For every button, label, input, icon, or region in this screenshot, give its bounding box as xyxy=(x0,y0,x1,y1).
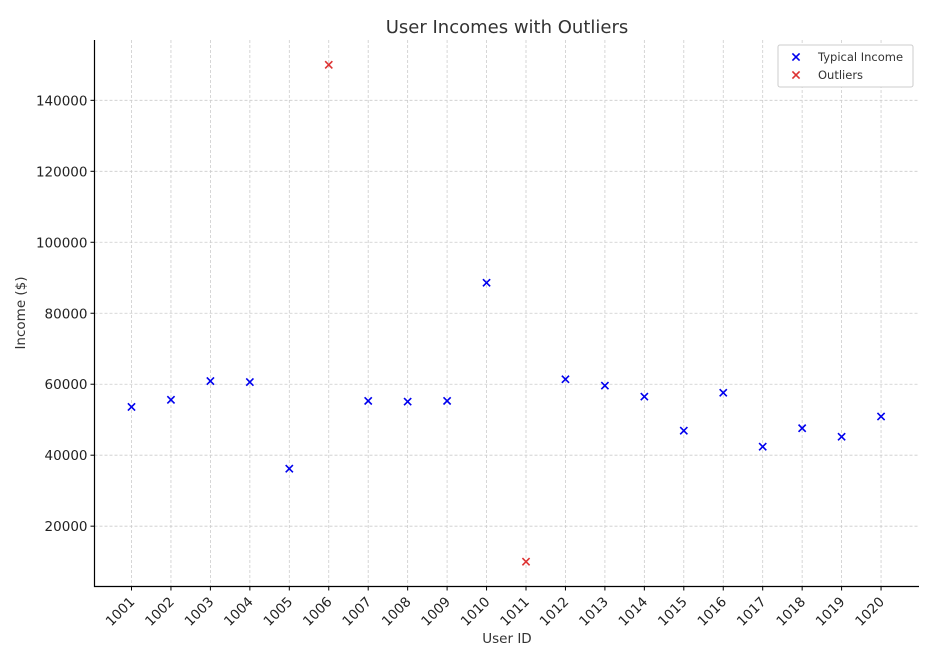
legend-entry: Outliers xyxy=(791,68,863,82)
data-point xyxy=(285,464,294,473)
y-tick-label: 140000 xyxy=(36,93,88,109)
x-tick-label: 1018 xyxy=(773,594,809,630)
data-point xyxy=(876,412,886,421)
y-axis-ticks: 20000 40000 60000 80000 100000 120000 140000 xyxy=(36,93,95,535)
chart-title: User Incomes with Outliers xyxy=(386,17,628,38)
x-tick-label: 1003 xyxy=(182,594,218,630)
data-point xyxy=(206,376,215,386)
data-point xyxy=(166,395,176,405)
data-point xyxy=(640,392,649,401)
y-tick-label: 60000 xyxy=(45,377,88,393)
x-tick-label: 1014 xyxy=(616,594,652,630)
y-tick-label: 120000 xyxy=(36,164,88,180)
data-point xyxy=(482,278,491,287)
x-tick-label: 1015 xyxy=(655,594,691,630)
legend: Typical Income Outliers xyxy=(777,44,914,88)
data-point xyxy=(797,424,807,433)
axes-spines xyxy=(93,40,919,588)
x-tick-label: 1017 xyxy=(734,594,770,630)
x-tick-label: 1016 xyxy=(694,594,730,630)
legend-label: Typical Income xyxy=(817,50,903,64)
x-tick-label: 1001 xyxy=(103,594,139,630)
data-point xyxy=(561,375,570,384)
grid xyxy=(94,40,919,587)
data-point xyxy=(837,432,846,441)
legend-entry: Typical Income xyxy=(791,50,903,64)
x-tick-label: 1006 xyxy=(300,594,336,630)
x-tick-label: 1019 xyxy=(813,594,849,630)
y-tick-label: 80000 xyxy=(45,306,88,322)
data-point xyxy=(442,396,452,406)
x-tick-label: 1020 xyxy=(852,594,888,630)
legend-marker xyxy=(791,70,801,80)
data-point xyxy=(719,388,728,397)
legend-marker xyxy=(791,52,801,62)
x-tick-label: 1011 xyxy=(497,594,533,630)
data-point xyxy=(324,60,333,70)
data-point xyxy=(364,396,373,406)
data-point xyxy=(679,426,688,435)
data-points xyxy=(127,60,886,566)
x-tick-label: 1004 xyxy=(221,594,257,630)
x-tick-label: 1002 xyxy=(142,594,178,630)
x-axis-ticks: 1001 1002 1003 1004 1005 1006 1007 1008 1009 1010… xyxy=(103,586,888,630)
x-tick-label: 1009 xyxy=(418,594,454,630)
data-point xyxy=(403,397,412,406)
y-tick-label: 100000 xyxy=(36,235,88,251)
x-tick-label: 1005 xyxy=(261,594,297,630)
data-point xyxy=(758,442,767,451)
data-point xyxy=(521,557,531,566)
x-tick-label: 1013 xyxy=(576,594,612,630)
x-tick-label: 1012 xyxy=(537,594,573,630)
legend-label: Outliers xyxy=(818,68,863,82)
legend-box xyxy=(777,44,914,88)
y-axis-label: Income ($) xyxy=(13,276,29,349)
x-tick-label: 1007 xyxy=(339,594,375,630)
data-point xyxy=(245,377,255,387)
y-tick-label: 40000 xyxy=(45,448,88,464)
data-point xyxy=(600,381,610,390)
x-axis-label: User ID xyxy=(482,631,531,647)
data-point xyxy=(127,402,136,412)
x-tick-label: 1010 xyxy=(458,594,494,630)
x-tick-label: 1008 xyxy=(379,594,415,630)
y-tick-label: 20000 xyxy=(45,519,88,535)
